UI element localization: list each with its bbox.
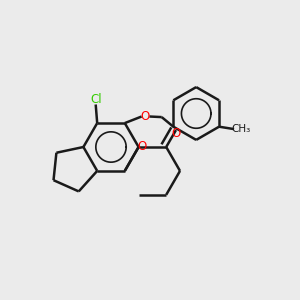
Text: O: O	[138, 140, 147, 154]
Text: Cl: Cl	[90, 93, 101, 106]
Text: O: O	[171, 127, 181, 140]
Text: CH₃: CH₃	[231, 124, 250, 134]
Text: O: O	[141, 110, 150, 123]
